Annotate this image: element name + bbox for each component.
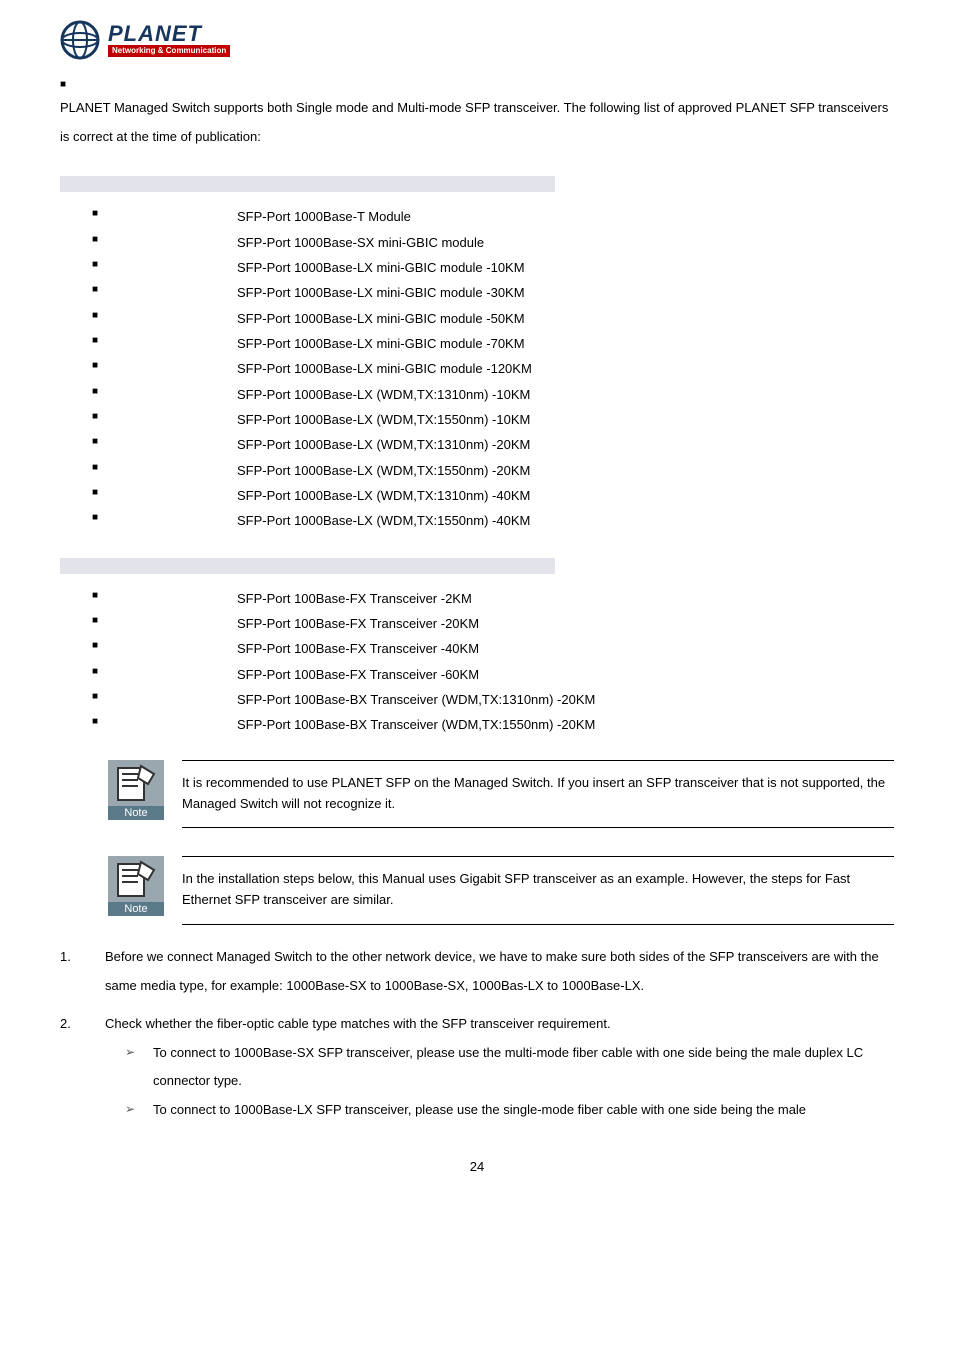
bullet-icon: ■ [92, 432, 237, 457]
product-desc: SFP-Port 1000Base-LX (WDM,TX:1310nm) -10… [237, 382, 530, 407]
step-text: Check whether the fiber-optic cable type… [105, 1010, 894, 1039]
bullet-icon: ■ [92, 586, 237, 611]
bullet-icon: ■ [92, 483, 237, 508]
logo-tagline: Networking & Communication [108, 45, 230, 57]
bullet-icon: ■ [92, 331, 237, 356]
planet-globe-icon [60, 20, 100, 60]
bullet-icon: ■ [92, 204, 237, 229]
step-num: 2. [60, 1010, 105, 1039]
step-1: 1. Before we connect Managed Switch to t… [60, 943, 894, 1000]
arrow-icon: ➢ [125, 1096, 153, 1125]
bullet-icon: ■ [92, 636, 237, 661]
product-desc: SFP-Port 100Base-BX Transceiver (WDM,TX:… [237, 687, 595, 712]
product-row: ■SFP-Port 100Base-FX Transceiver -60KM [60, 662, 894, 687]
bullet-icon: ■ [92, 230, 237, 255]
note-box-1: Note It is recommended to use PLANET SFP… [108, 760, 894, 829]
product-row: ■SFP-Port 100Base-FX Transceiver -40KM [60, 636, 894, 661]
arrow-icon: ➢ [125, 1039, 153, 1096]
note-box-2: Note In the installation steps below, th… [108, 856, 894, 925]
step-num: 1. [60, 943, 105, 1000]
sub-text: To connect to 1000Base-SX SFP transceive… [153, 1039, 894, 1096]
step-2-sub-2: ➢ To connect to 1000Base-LX SFP transcei… [60, 1096, 894, 1125]
product-row: ■SFP-Port 1000Base-LX mini-GBIC module -… [60, 356, 894, 381]
product-row: ■SFP-Port 1000Base-SX mini-GBIC module [60, 230, 894, 255]
product-desc: SFP-Port 100Base-FX Transceiver -40KM [237, 636, 479, 661]
logo: PLANET Networking & Communication [60, 20, 894, 60]
section-bar-fast [60, 558, 555, 574]
note-label: Note [124, 807, 147, 819]
product-row: ■SFP-Port 1000Base-LX (WDM,TX:1310nm) -4… [60, 483, 894, 508]
product-desc: SFP-Port 1000Base-LX (WDM,TX:1310nm) -20… [237, 432, 530, 457]
product-desc: SFP-Port 1000Base-LX mini-GBIC module -7… [237, 331, 525, 356]
product-desc: SFP-Port 1000Base-LX (WDM,TX:1550nm) -20… [237, 458, 530, 483]
product-desc: SFP-Port 1000Base-T Module [237, 204, 411, 229]
bullet-icon: ■ [92, 687, 237, 712]
intro-text: PLANET Managed Switch supports both Sing… [60, 94, 894, 151]
product-row: ■SFP-Port 100Base-BX Transceiver (WDM,TX… [60, 712, 894, 737]
bullet-icon: ■ [92, 306, 237, 331]
product-row: ■SFP-Port 1000Base-T Module [60, 204, 894, 229]
product-row: ■SFP-Port 100Base-FX Transceiver -20KM [60, 611, 894, 636]
sub-text: To connect to 1000Base-LX SFP transceive… [153, 1096, 894, 1125]
product-row: ■SFP-Port 1000Base-LX mini-GBIC module -… [60, 280, 894, 305]
product-desc: SFP-Port 100Base-FX Transceiver -2KM [237, 586, 472, 611]
bullet-icon: ■ [92, 611, 237, 636]
step-text: Before we connect Managed Switch to the … [105, 943, 894, 1000]
note-text-1: It is recommended to use PLANET SFP on t… [182, 760, 894, 829]
product-desc: SFP-Port 100Base-BX Transceiver (WDM,TX:… [237, 712, 595, 737]
logo-brand: PLANET [108, 23, 230, 45]
step-2: 2. Check whether the fiber-optic cable t… [60, 1010, 894, 1039]
product-desc: SFP-Port 1000Base-LX (WDM,TX:1550nm) -40… [237, 508, 530, 533]
bullet-icon: ■ [92, 508, 237, 533]
bullet-icon: ■ [92, 407, 237, 432]
note-label: Note [124, 903, 147, 915]
note-icon: Note [108, 760, 164, 829]
bullet-icon: ■ [92, 382, 237, 407]
product-desc: SFP-Port 1000Base-LX (WDM,TX:1310nm) -40… [237, 483, 530, 508]
fast-sfp-list: ■SFP-Port 100Base-FX Transceiver -2KM■SF… [60, 586, 894, 738]
product-row: ■SFP-Port 1000Base-LX (WDM,TX:1550nm) -4… [60, 508, 894, 533]
bullet-icon: ■ [92, 255, 237, 280]
bullet-icon: ■ [92, 280, 237, 305]
intro-bullet: ■ [60, 75, 894, 94]
intro-block: ■ PLANET Managed Switch supports both Si… [60, 75, 894, 151]
logo-text-block: PLANET Networking & Communication [108, 23, 230, 57]
note-text-2: In the installation steps below, this Ma… [182, 856, 894, 925]
product-row: ■SFP-Port 1000Base-LX mini-GBIC module -… [60, 331, 894, 356]
product-row: ■SFP-Port 1000Base-LX (WDM,TX:1550nm) -2… [60, 458, 894, 483]
gigabit-sfp-list: ■SFP-Port 1000Base-T Module■SFP-Port 100… [60, 204, 894, 533]
product-desc: SFP-Port 1000Base-LX (WDM,TX:1550nm) -10… [237, 407, 530, 432]
product-row: ■SFP-Port 1000Base-LX (WDM,TX:1310nm) -2… [60, 432, 894, 457]
product-desc: SFP-Port 1000Base-LX mini-GBIC module -1… [237, 255, 525, 280]
product-row: ■SFP-Port 100Base-BX Transceiver (WDM,TX… [60, 687, 894, 712]
product-desc: SFP-Port 1000Base-SX mini-GBIC module [237, 230, 484, 255]
product-row: ■SFP-Port 1000Base-LX (WDM,TX:1550nm) -1… [60, 407, 894, 432]
product-row: ■SFP-Port 100Base-FX Transceiver -2KM [60, 586, 894, 611]
product-row: ■SFP-Port 1000Base-LX mini-GBIC module -… [60, 306, 894, 331]
step-2-sub-1: ➢ To connect to 1000Base-SX SFP transcei… [60, 1039, 894, 1096]
bullet-icon: ■ [92, 356, 237, 381]
product-desc: SFP-Port 1000Base-LX mini-GBIC module -5… [237, 306, 525, 331]
product-desc: SFP-Port 100Base-FX Transceiver -60KM [237, 662, 479, 687]
product-desc: SFP-Port 1000Base-LX mini-GBIC module -3… [237, 280, 525, 305]
section-bar-gigabit [60, 176, 555, 192]
bullet-icon: ■ [92, 712, 237, 737]
product-row: ■SFP-Port 1000Base-LX mini-GBIC module -… [60, 255, 894, 280]
bullet-icon: ■ [92, 458, 237, 483]
bullet-icon: ■ [92, 662, 237, 687]
page-number: 24 [60, 1155, 894, 1180]
product-desc: SFP-Port 100Base-FX Transceiver -20KM [237, 611, 479, 636]
product-row: ■SFP-Port 1000Base-LX (WDM,TX:1310nm) -1… [60, 382, 894, 407]
product-desc: SFP-Port 1000Base-LX mini-GBIC module -1… [237, 356, 532, 381]
note-icon: Note [108, 856, 164, 925]
